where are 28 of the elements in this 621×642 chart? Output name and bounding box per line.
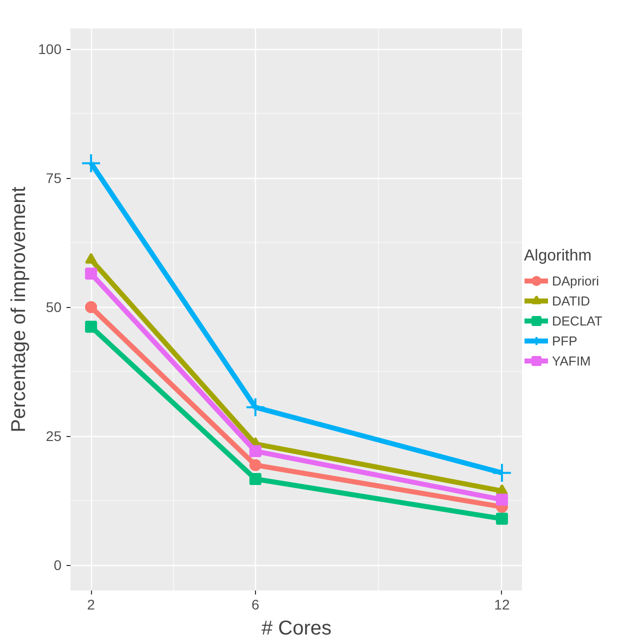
point [85,252,98,264]
point [81,153,102,174]
y-tick-label: 0 [54,557,62,574]
point [85,268,98,280]
legend-label: YAFIM [552,353,591,368]
point [245,397,266,418]
point [249,445,262,458]
legend-label: DApriori [552,273,599,288]
y-tick-label: 50 [46,299,62,316]
x-axis-title: # Cores [261,618,332,640]
legend-title: Algorithm [524,248,593,266]
point [492,462,512,483]
point [85,301,98,314]
x-tick-label: 12 [494,596,510,612]
legend-label: PFP [552,333,578,348]
y-axis-title: Percentage of improvement [8,186,30,432]
x-tick-label: 2 [87,596,96,612]
point [496,494,508,506]
point [249,473,262,486]
x-tick-label: 6 [252,596,260,612]
legend-label: DECLAT [552,313,602,328]
y-tick-label: 75 [46,170,62,186]
legend-label: DATID [552,293,590,308]
point [249,459,262,472]
point [85,320,98,333]
point [496,512,508,525]
y-tick-label: 25 [46,428,62,444]
y-tick-label: 100 [38,41,62,58]
